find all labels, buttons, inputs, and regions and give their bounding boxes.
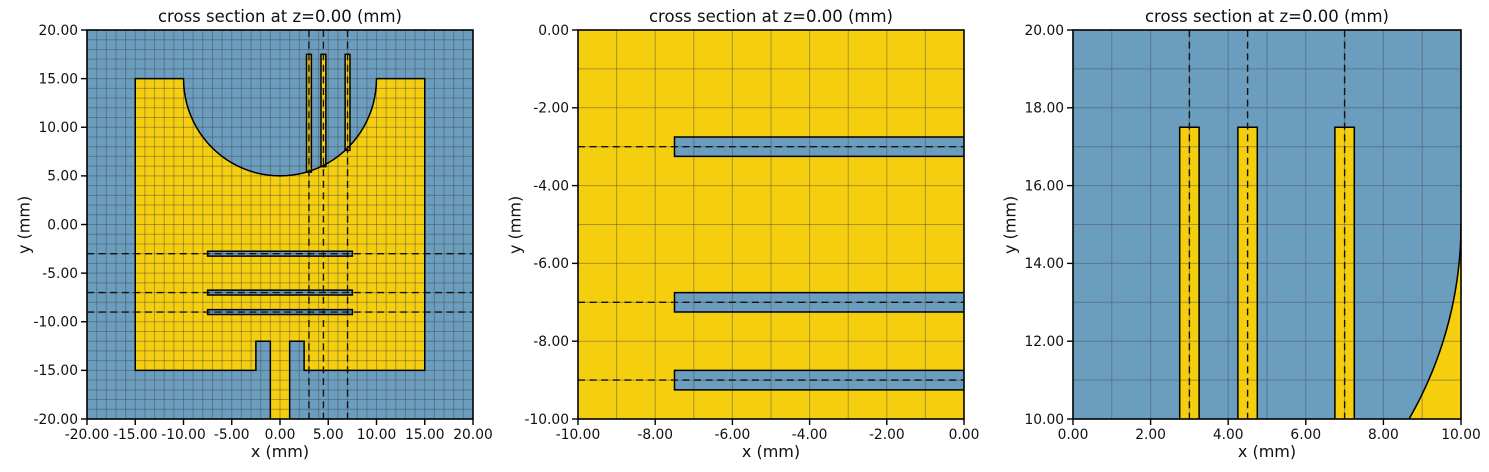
panel2-title: cross section at z=0.00 (mm) [648,7,893,26]
panel3-ylabel: y (mm) [1000,195,1020,254]
svg-text:-20.00: -20.00 [34,412,78,428]
panel1-title: cross section at z=0.00 (mm) [157,7,402,26]
svg-text:0.00: 0.00 [1058,427,1089,443]
svg-text:-6.00: -6.00 [533,256,569,272]
svg-text:4.00: 4.00 [1213,427,1244,443]
svg-text:20.00: 20.00 [453,427,493,443]
svg-text:16.00: 16.00 [1025,178,1065,194]
svg-text:-8.00: -8.00 [533,334,569,350]
panel1-xlabel: x (mm) [250,442,310,461]
svg-text:-10.00: -10.00 [161,427,205,443]
svg-text:5.00: 5.00 [313,427,344,443]
svg-text:-2.00: -2.00 [533,101,569,117]
svg-text:18.00: 18.00 [1025,101,1065,117]
svg-text:-10.00: -10.00 [525,412,569,428]
svg-text:-15.00: -15.00 [113,427,157,443]
svg-text:-4.00: -4.00 [533,178,569,194]
svg-text:-8.00: -8.00 [637,427,673,443]
svg-text:-4.00: -4.00 [792,427,828,443]
panel2-ylabel: y (mm) [505,195,525,254]
svg-text:-5.00: -5.00 [42,266,78,282]
panel3-xlabel: x (mm) [1237,442,1297,461]
svg-text:6.00: 6.00 [1290,427,1321,443]
svg-text:20.00: 20.00 [39,23,79,39]
svg-text:10.00: 10.00 [39,120,79,136]
svg-text:-20.00: -20.00 [65,427,109,443]
panel2-xlabel: x (mm) [741,442,801,461]
svg-text:2.00: 2.00 [1135,427,1166,443]
svg-text:0.00: 0.00 [949,427,980,443]
svg-text:20.00: 20.00 [1025,23,1065,39]
svg-text:10.00: 10.00 [1441,427,1481,443]
svg-text:-10.00: -10.00 [556,427,600,443]
svg-text:5.00: 5.00 [47,169,78,185]
svg-text:-10.00: -10.00 [34,315,78,331]
svg-text:14.00: 14.00 [1025,256,1065,272]
panel1-ylabel: y (mm) [14,195,34,254]
svg-text:10.00: 10.00 [1025,412,1065,428]
svg-text:-2.00: -2.00 [869,427,905,443]
panel3-title: cross section at z=0.00 (mm) [1144,7,1389,26]
svg-text:12.00: 12.00 [1025,334,1065,350]
svg-text:15.00: 15.00 [39,71,79,87]
svg-text:15.00: 15.00 [405,427,445,443]
svg-text:8.00: 8.00 [1368,427,1399,443]
svg-text:-5.00: -5.00 [214,427,250,443]
svg-text:-6.00: -6.00 [715,427,751,443]
svg-text:0.00: 0.00 [47,217,78,233]
svg-text:0.00: 0.00 [265,427,296,443]
svg-text:10.00: 10.00 [357,427,397,443]
svg-text:0.00: 0.00 [538,23,569,39]
svg-text:-15.00: -15.00 [34,363,78,379]
